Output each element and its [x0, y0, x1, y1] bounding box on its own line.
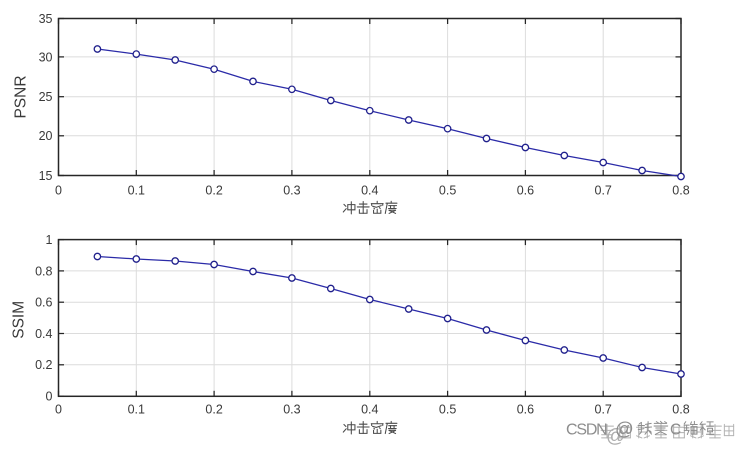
svg-text:0.4: 0.4	[361, 184, 378, 198]
svg-text:15: 15	[39, 169, 53, 183]
svg-text:0.3: 0.3	[283, 403, 300, 417]
svg-text:0.6: 0.6	[517, 184, 534, 198]
svg-text:CSDN: CSDN	[566, 422, 607, 439]
svg-text:30: 30	[39, 50, 53, 64]
svg-text:0.5: 0.5	[439, 403, 456, 417]
svg-text:0.6: 0.6	[517, 403, 534, 417]
svg-text:0: 0	[55, 403, 62, 417]
svg-text:35: 35	[39, 12, 53, 26]
svg-text:0.1: 0.1	[128, 184, 145, 198]
svg-text:0.8: 0.8	[35, 264, 52, 278]
svg-text:0.4: 0.4	[35, 327, 52, 341]
svg-text:SSIM: SSIM	[11, 301, 28, 339]
svg-text:0: 0	[46, 390, 53, 404]
svg-text:0: 0	[55, 184, 62, 198]
svg-text:0.2: 0.2	[205, 403, 222, 417]
svg-text:0.7: 0.7	[595, 403, 612, 417]
svg-text:25: 25	[39, 90, 53, 104]
svg-text:0.1: 0.1	[128, 403, 145, 417]
svg-text:0.8: 0.8	[672, 184, 689, 198]
svg-text:0.3: 0.3	[283, 184, 300, 198]
svg-text:0.4: 0.4	[361, 403, 378, 417]
svg-text:PSNR: PSNR	[13, 75, 30, 118]
svg-text:20: 20	[39, 129, 53, 143]
svg-text:0.6: 0.6	[35, 296, 52, 310]
svg-text:0.5: 0.5	[439, 184, 456, 198]
svg-text:0.7: 0.7	[595, 184, 612, 198]
svg-text:0.2: 0.2	[205, 184, 222, 198]
svg-text:0.2: 0.2	[35, 358, 52, 372]
svg-text:0.8: 0.8	[672, 403, 689, 417]
svg-text:@: @	[615, 418, 634, 439]
svg-text:1: 1	[46, 233, 53, 247]
svg-text:C: C	[670, 422, 681, 439]
svg-text:@: @	[606, 426, 625, 447]
